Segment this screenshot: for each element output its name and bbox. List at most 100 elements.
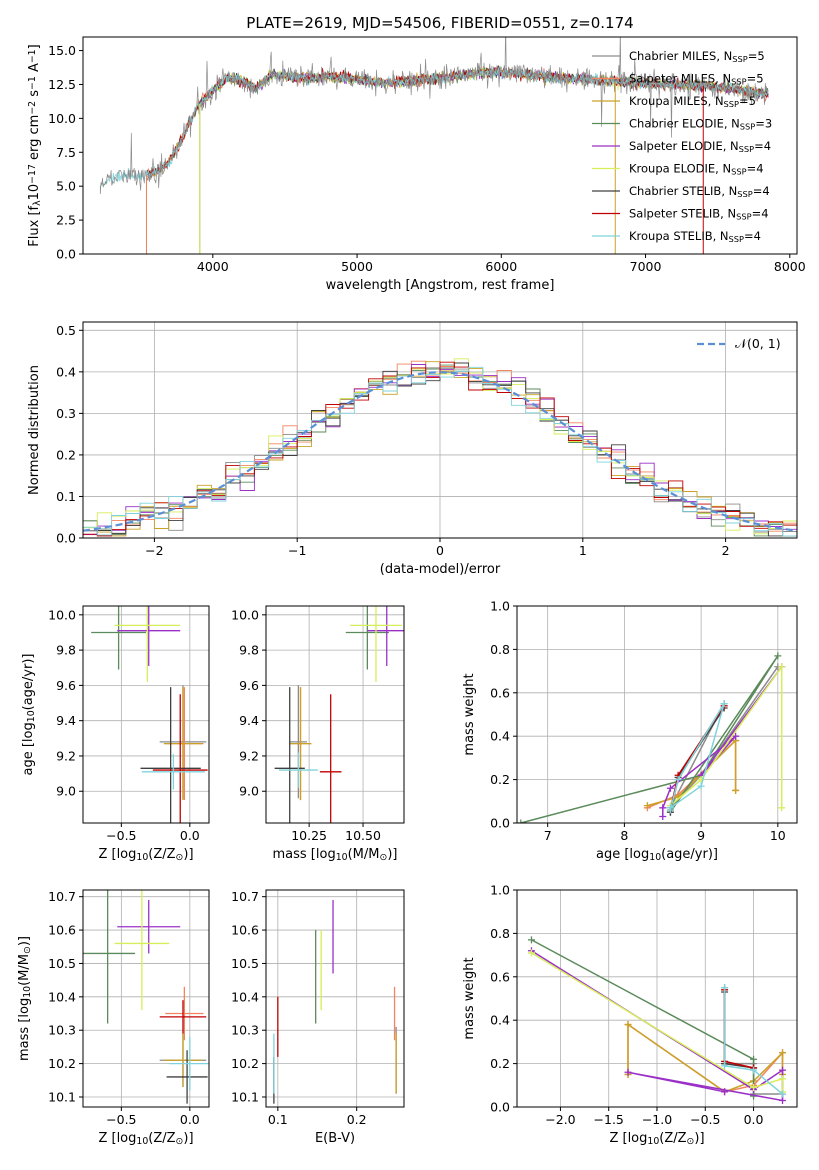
y-tick-label: 15.0 (48, 43, 76, 58)
y-tick-label: 10.0 (48, 111, 76, 126)
weight-marker (774, 652, 782, 660)
legend-label-part: Kroupa STELIB, N (629, 229, 729, 243)
normal-curve (83, 371, 797, 532)
x-tick-label: 4000 (197, 259, 229, 274)
panel-residuals: −2 −1 0 1 2 0.0 0.1 0.2 0.3 0.4 0.5 (data-model)/er… (27, 321, 798, 577)
y-tick-label: 0.0 (490, 816, 510, 831)
legend-label-part: SSP (739, 144, 754, 154)
y-tick-label: 0.3 (56, 406, 76, 421)
x-axis-label-part: mass [log (273, 847, 336, 862)
y-axis-label-part: −1 (27, 49, 38, 63)
x-tick-label: 2 (722, 543, 730, 558)
y-axis-label: age [log10(age/yr)] (21, 654, 37, 776)
x-tick-label: 7 (544, 828, 552, 843)
x-axis-label: (data-model)/error (380, 562, 501, 577)
x-axis-label-part: Z [log (609, 1131, 647, 1146)
y-axis-label-part: λ (32, 200, 43, 206)
y-tick-label: 9.4 (56, 713, 76, 728)
legend-label-part: =5 (748, 49, 765, 63)
y-tick-label: 10.0 (48, 607, 76, 622)
y-tick-label: 10.7 (231, 889, 259, 904)
weight-line (669, 664, 783, 808)
weight-marker (732, 786, 740, 794)
x-tick-label: 8 (620, 828, 628, 843)
error-bars (91, 606, 208, 823)
legend-label: Salpeter ELODIE, NSSP=4 (629, 139, 771, 154)
error-bar-chabrier-elodie (91, 606, 146, 670)
x-axis-label-part: (Z/Z (148, 847, 175, 862)
y-tick-label: 7.5 (56, 145, 76, 160)
x-axis-label-part: 10 (649, 852, 661, 863)
y-axis-label: mass weight (462, 957, 477, 1039)
y-tick-label: 9.0 (239, 784, 259, 799)
grid-lines (266, 606, 404, 823)
y-axis-label-part: −2 (27, 101, 38, 115)
x-axis-label-part: )] (694, 1131, 704, 1146)
y-axis-label-part: Flux [f (27, 205, 42, 246)
x-tick-label: −1.0 (642, 1112, 672, 1127)
y-tick-label: 10.1 (231, 1089, 259, 1104)
error-bar-kroupa-miles (163, 1033, 203, 1087)
x-tick-label: −2 (145, 543, 163, 558)
y-axis-label: mass weight (462, 673, 477, 755)
y-tick-label: 0.8 (490, 926, 510, 941)
x-tick-label: 0.2 (347, 1112, 367, 1127)
y-tick-label: 10.6 (231, 923, 259, 938)
y-tick-label: 0.4 (490, 1013, 510, 1028)
error-bar-kroupa-miles (289, 687, 312, 801)
axes-frame (82, 605, 210, 824)
x-axis-label-part: (Z/Z (659, 1131, 686, 1146)
legend-label-part: Kroupa ELODIE, N (629, 162, 731, 176)
y-tick-label: 10.6 (48, 923, 76, 938)
legend-label-part: SSP (731, 167, 746, 177)
x-axis-label: Z [log10(Z/Z⊙)] (609, 1131, 704, 1147)
weight-marker (732, 732, 740, 740)
x-tick-label: −2.0 (545, 1112, 575, 1127)
y-axis-label-part: ] (27, 44, 42, 49)
y-axis-label-part: age [log (21, 722, 36, 775)
panel-age-vs-mass: 10.25 10.50 9.0 9.2 9.4 9.6 9.8 10.0 mass [log10… (231, 605, 405, 863)
x-axis-label-part: (data-model)/error (380, 562, 501, 577)
legend-label-part: =4 (753, 184, 770, 198)
y-axis-label-part: −17 (27, 164, 38, 184)
y-tick-label: 10.1 (48, 1089, 76, 1104)
weight-series-kroupa-stelib (666, 700, 728, 814)
x-axis-label-part: ⊙ (379, 852, 387, 863)
weight-marker (779, 1090, 787, 1098)
spectrum-lines (99, 37, 769, 254)
legend-label: Chabrier STELIB, NSSP=4 (629, 184, 770, 199)
histogram-kroupa-stelib (83, 366, 797, 537)
legend-label-part: Salpeter ELODIE, N (629, 139, 739, 153)
weight-marker (750, 1083, 758, 1091)
weight-line (520, 655, 779, 823)
axes-frame (516, 889, 798, 1108)
error-bar-kroupa-stelib (141, 754, 205, 790)
weight-marker (624, 1021, 632, 1029)
y-axis-label-part: A (27, 63, 42, 76)
y-tick-label: 0.0 (56, 531, 76, 546)
grid-lines (83, 606, 209, 823)
y-axis-label-part: )] (17, 936, 32, 946)
legend-label-part: SSP (732, 54, 747, 64)
y-axis-label-part: s (27, 90, 42, 101)
y-axis-label: mass [log10(M/M⊙)] (17, 936, 33, 1061)
weight-marker (750, 1055, 758, 1063)
y-tick-label: 12.5 (48, 77, 76, 92)
legend-label-part: =4 (752, 207, 769, 221)
error-bar-kroupa-elodie (114, 890, 170, 1011)
weight-marker (527, 936, 535, 944)
x-tick-label: 0.0 (744, 1112, 764, 1127)
legend-label: Salpeter STELIB, NSSP=4 (629, 207, 769, 222)
x-tick-label: 10.25 (291, 828, 327, 843)
error-bar-salpeter-elodie (117, 900, 181, 954)
x-axis-label-part: 10 (136, 852, 148, 863)
x-tick-label: 8000 (774, 259, 806, 274)
weight-lines (527, 936, 787, 1104)
y-tick-label: 10.2 (231, 1056, 259, 1071)
weight-marker (659, 804, 667, 812)
weight-marker (624, 1068, 632, 1076)
weight-series-kroupa-stelib (721, 984, 787, 1098)
error-bar-kroupa-elodie (114, 606, 181, 682)
y-tick-label: 5.0 (56, 179, 76, 194)
y-tick-label: 2.5 (56, 213, 76, 228)
